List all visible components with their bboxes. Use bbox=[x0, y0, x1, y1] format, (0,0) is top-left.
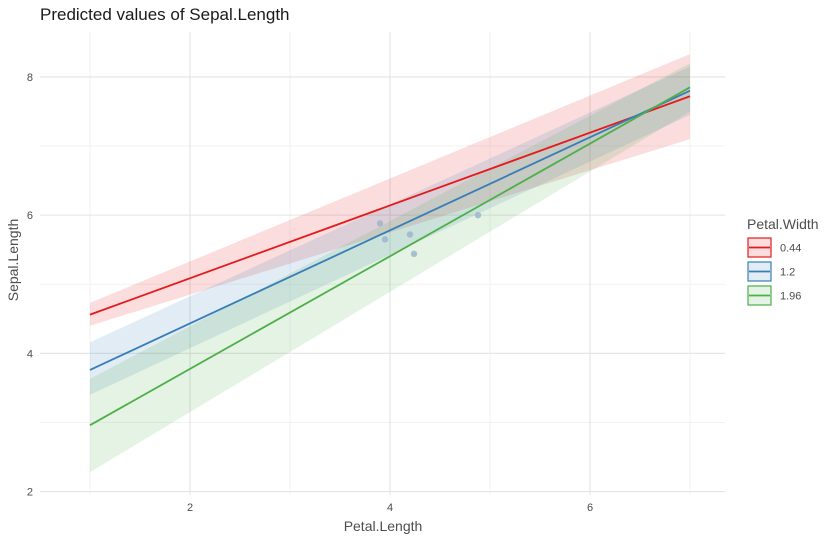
data-points bbox=[376, 211, 482, 258]
y-tick-label: 2 bbox=[27, 487, 33, 499]
fit-line bbox=[89, 86, 691, 426]
data-point bbox=[381, 236, 389, 243]
data-point bbox=[474, 211, 482, 219]
x-axis-title: Petal.Length bbox=[344, 518, 423, 534]
data-point bbox=[410, 250, 418, 258]
x-tick-label: 2 bbox=[187, 502, 193, 514]
data-point bbox=[376, 220, 384, 227]
y-axis-title: Sepal.Length bbox=[5, 219, 21, 302]
y-tick-label: 6 bbox=[27, 210, 33, 222]
grid bbox=[40, 32, 725, 495]
confidence-band bbox=[90, 63, 690, 473]
fit-line bbox=[89, 95, 691, 316]
legend-label: 1.2 bbox=[780, 267, 795, 279]
y-axis-ticks: 2 4 6 8 bbox=[27, 72, 33, 499]
chart-title: Predicted values of Sepal.Length bbox=[40, 5, 290, 24]
legend: Petal.Width 0.44 1.2 1.96 bbox=[747, 216, 819, 306]
x-axis-ticks: 2 4 6 bbox=[187, 502, 593, 514]
y-tick-label: 8 bbox=[27, 72, 33, 84]
data-point bbox=[406, 231, 414, 238]
legend-title: Petal.Width bbox=[747, 216, 819, 232]
x-tick-label: 4 bbox=[387, 502, 393, 514]
fit-line bbox=[89, 89, 691, 371]
legend-label: 1.96 bbox=[780, 291, 801, 303]
legend-label: 0.44 bbox=[780, 243, 801, 255]
confidence-band bbox=[90, 54, 690, 326]
x-tick-label: 6 bbox=[587, 502, 593, 514]
fit-lines bbox=[89, 86, 691, 426]
y-tick-label: 4 bbox=[27, 348, 33, 360]
